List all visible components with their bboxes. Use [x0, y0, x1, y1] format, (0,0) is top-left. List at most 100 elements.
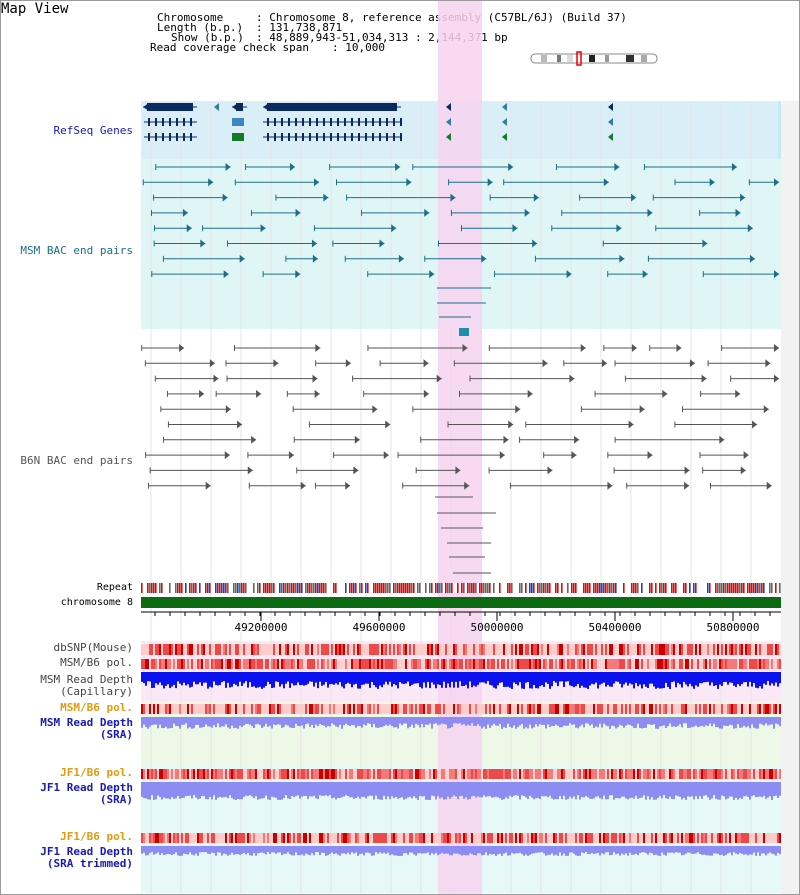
read-depth-bar — [289, 846, 291, 855]
polymorphism-cell — [453, 769, 455, 779]
track-label-msm-bac[interactable]: MSM BAC end pairs — [20, 244, 133, 257]
polymorphism-cell — [467, 704, 469, 714]
polymorphism-cell — [383, 644, 385, 655]
polymorphism-cell — [585, 833, 587, 843]
ideogram-band — [589, 55, 595, 62]
polymorphism-cell — [669, 644, 671, 655]
gene-exon — [358, 118, 360, 126]
read-depth-bar — [751, 717, 753, 725]
b6n-bac-pair — [251, 435, 257, 444]
track-label-jf1-depth-trim[interactable]: JF1 Read Depth — [40, 845, 133, 858]
polymorphism-cell — [251, 833, 253, 843]
polymorphism-cell — [335, 704, 337, 714]
read-depth-bar — [729, 717, 731, 725]
read-depth-bar — [703, 717, 705, 727]
track-label-jf1-pol[interactable]: JF1/B6 pol. — [60, 766, 133, 779]
b6n-bac-pair — [689, 359, 695, 368]
polymorphism-cell — [207, 644, 209, 655]
gene-exon — [372, 118, 374, 126]
track-label-msm-depth-sra[interactable]: MSM Read Depth — [40, 716, 133, 729]
read-depth-bar — [397, 846, 399, 856]
polymorphism-cell — [383, 704, 385, 714]
gene-exon — [176, 133, 178, 141]
read-depth-bar — [319, 782, 321, 796]
track-label-dbsnp[interactable]: dbSNP(Mouse) — [53, 641, 133, 654]
repeat-mark — [489, 583, 491, 593]
polymorphism-cell — [499, 769, 501, 779]
track-label-msm-pol[interactable]: MSM/B6 pol. — [60, 656, 133, 669]
msm-bac-pair — [774, 270, 779, 279]
polymorphism-cell — [157, 704, 159, 714]
polymorphism-cell — [633, 833, 635, 843]
repeat-mark — [333, 583, 335, 593]
polymorphism-cell — [445, 833, 447, 843]
polymorphism-cell — [297, 659, 299, 669]
polymorphism-cell — [451, 644, 453, 655]
track-label-jf1-depth-sra[interactable]: JF1 Read Depth — [40, 781, 133, 794]
read-depth-bar — [477, 672, 479, 685]
read-depth-bar — [355, 782, 357, 799]
read-depth-bar — [741, 782, 743, 799]
gene-exon — [148, 133, 150, 141]
repeat-mark — [715, 583, 717, 593]
read-depth-bar — [633, 672, 635, 689]
repeat-mark — [673, 583, 675, 593]
read-depth-bar — [593, 782, 595, 799]
polymorphism-cell — [291, 659, 293, 669]
polymorphism-cell — [765, 644, 767, 655]
polymorphism-cell — [155, 833, 157, 843]
repeat-mark — [169, 583, 171, 593]
polymorphism-cell — [281, 659, 283, 669]
gene-exon — [309, 118, 311, 126]
read-depth-bar — [389, 717, 391, 725]
polymorphism-cell — [607, 833, 609, 843]
track-label-refseq[interactable]: RefSeq Genes — [53, 124, 133, 137]
read-depth-bar — [247, 846, 249, 854]
read-depth-bar — [293, 672, 295, 686]
read-depth-bar — [709, 672, 711, 686]
polymorphism-cell — [217, 644, 219, 655]
msm-bac-pair — [774, 178, 779, 187]
polymorphism-cell — [177, 833, 179, 843]
polymorphism-cell — [235, 644, 237, 655]
polymorphism-cell — [573, 659, 575, 669]
polymorphism-cell — [695, 769, 697, 779]
polymorphism-cell — [175, 644, 177, 655]
repeat-mark — [399, 583, 401, 593]
read-depth-bar — [271, 717, 273, 729]
repeat-mark — [429, 583, 431, 593]
read-depth-bar — [761, 672, 763, 689]
polymorphism-cell — [443, 833, 445, 843]
read-depth-bar — [705, 782, 707, 796]
msm-bac-pair — [395, 163, 401, 171]
polymorphism-cell — [615, 659, 617, 669]
polymorphism-cell — [353, 659, 355, 669]
read-depth-bar — [251, 717, 253, 727]
read-depth-bar — [205, 782, 207, 799]
polymorphism-cell — [777, 833, 779, 843]
polymorphism-cell — [229, 659, 231, 669]
read-depth-bar — [763, 717, 765, 726]
polymorphism-cell — [355, 769, 357, 779]
repeat-mark — [707, 583, 709, 593]
polymorphism-cell — [493, 769, 495, 779]
track-label-b6n-bac[interactable]: B6N BAC end pairs — [20, 454, 133, 467]
read-depth-bar — [675, 782, 677, 796]
read-depth-bar — [323, 846, 325, 853]
track-label-msm-depth-cap[interactable]: MSM Read Depth — [40, 673, 133, 686]
read-depth-bar — [171, 672, 173, 687]
polymorphism-cell — [623, 659, 625, 669]
read-depth-bar — [735, 672, 737, 687]
polymorphism-cell — [579, 659, 581, 669]
repeat-mark — [669, 583, 671, 593]
read-depth-bar — [197, 717, 199, 725]
repeat-mark — [391, 583, 393, 593]
read-depth-bar — [591, 782, 593, 799]
polymorphism-cell — [537, 704, 539, 714]
read-depth-bar — [439, 672, 441, 685]
track-label-msm-pol-2[interactable]: MSM/B6 pol. — [60, 701, 133, 714]
read-depth-bar — [367, 717, 369, 724]
track-label-jf1-pol-2[interactable]: JF1/B6 pol. — [60, 830, 133, 843]
polymorphism-cell — [471, 644, 473, 655]
